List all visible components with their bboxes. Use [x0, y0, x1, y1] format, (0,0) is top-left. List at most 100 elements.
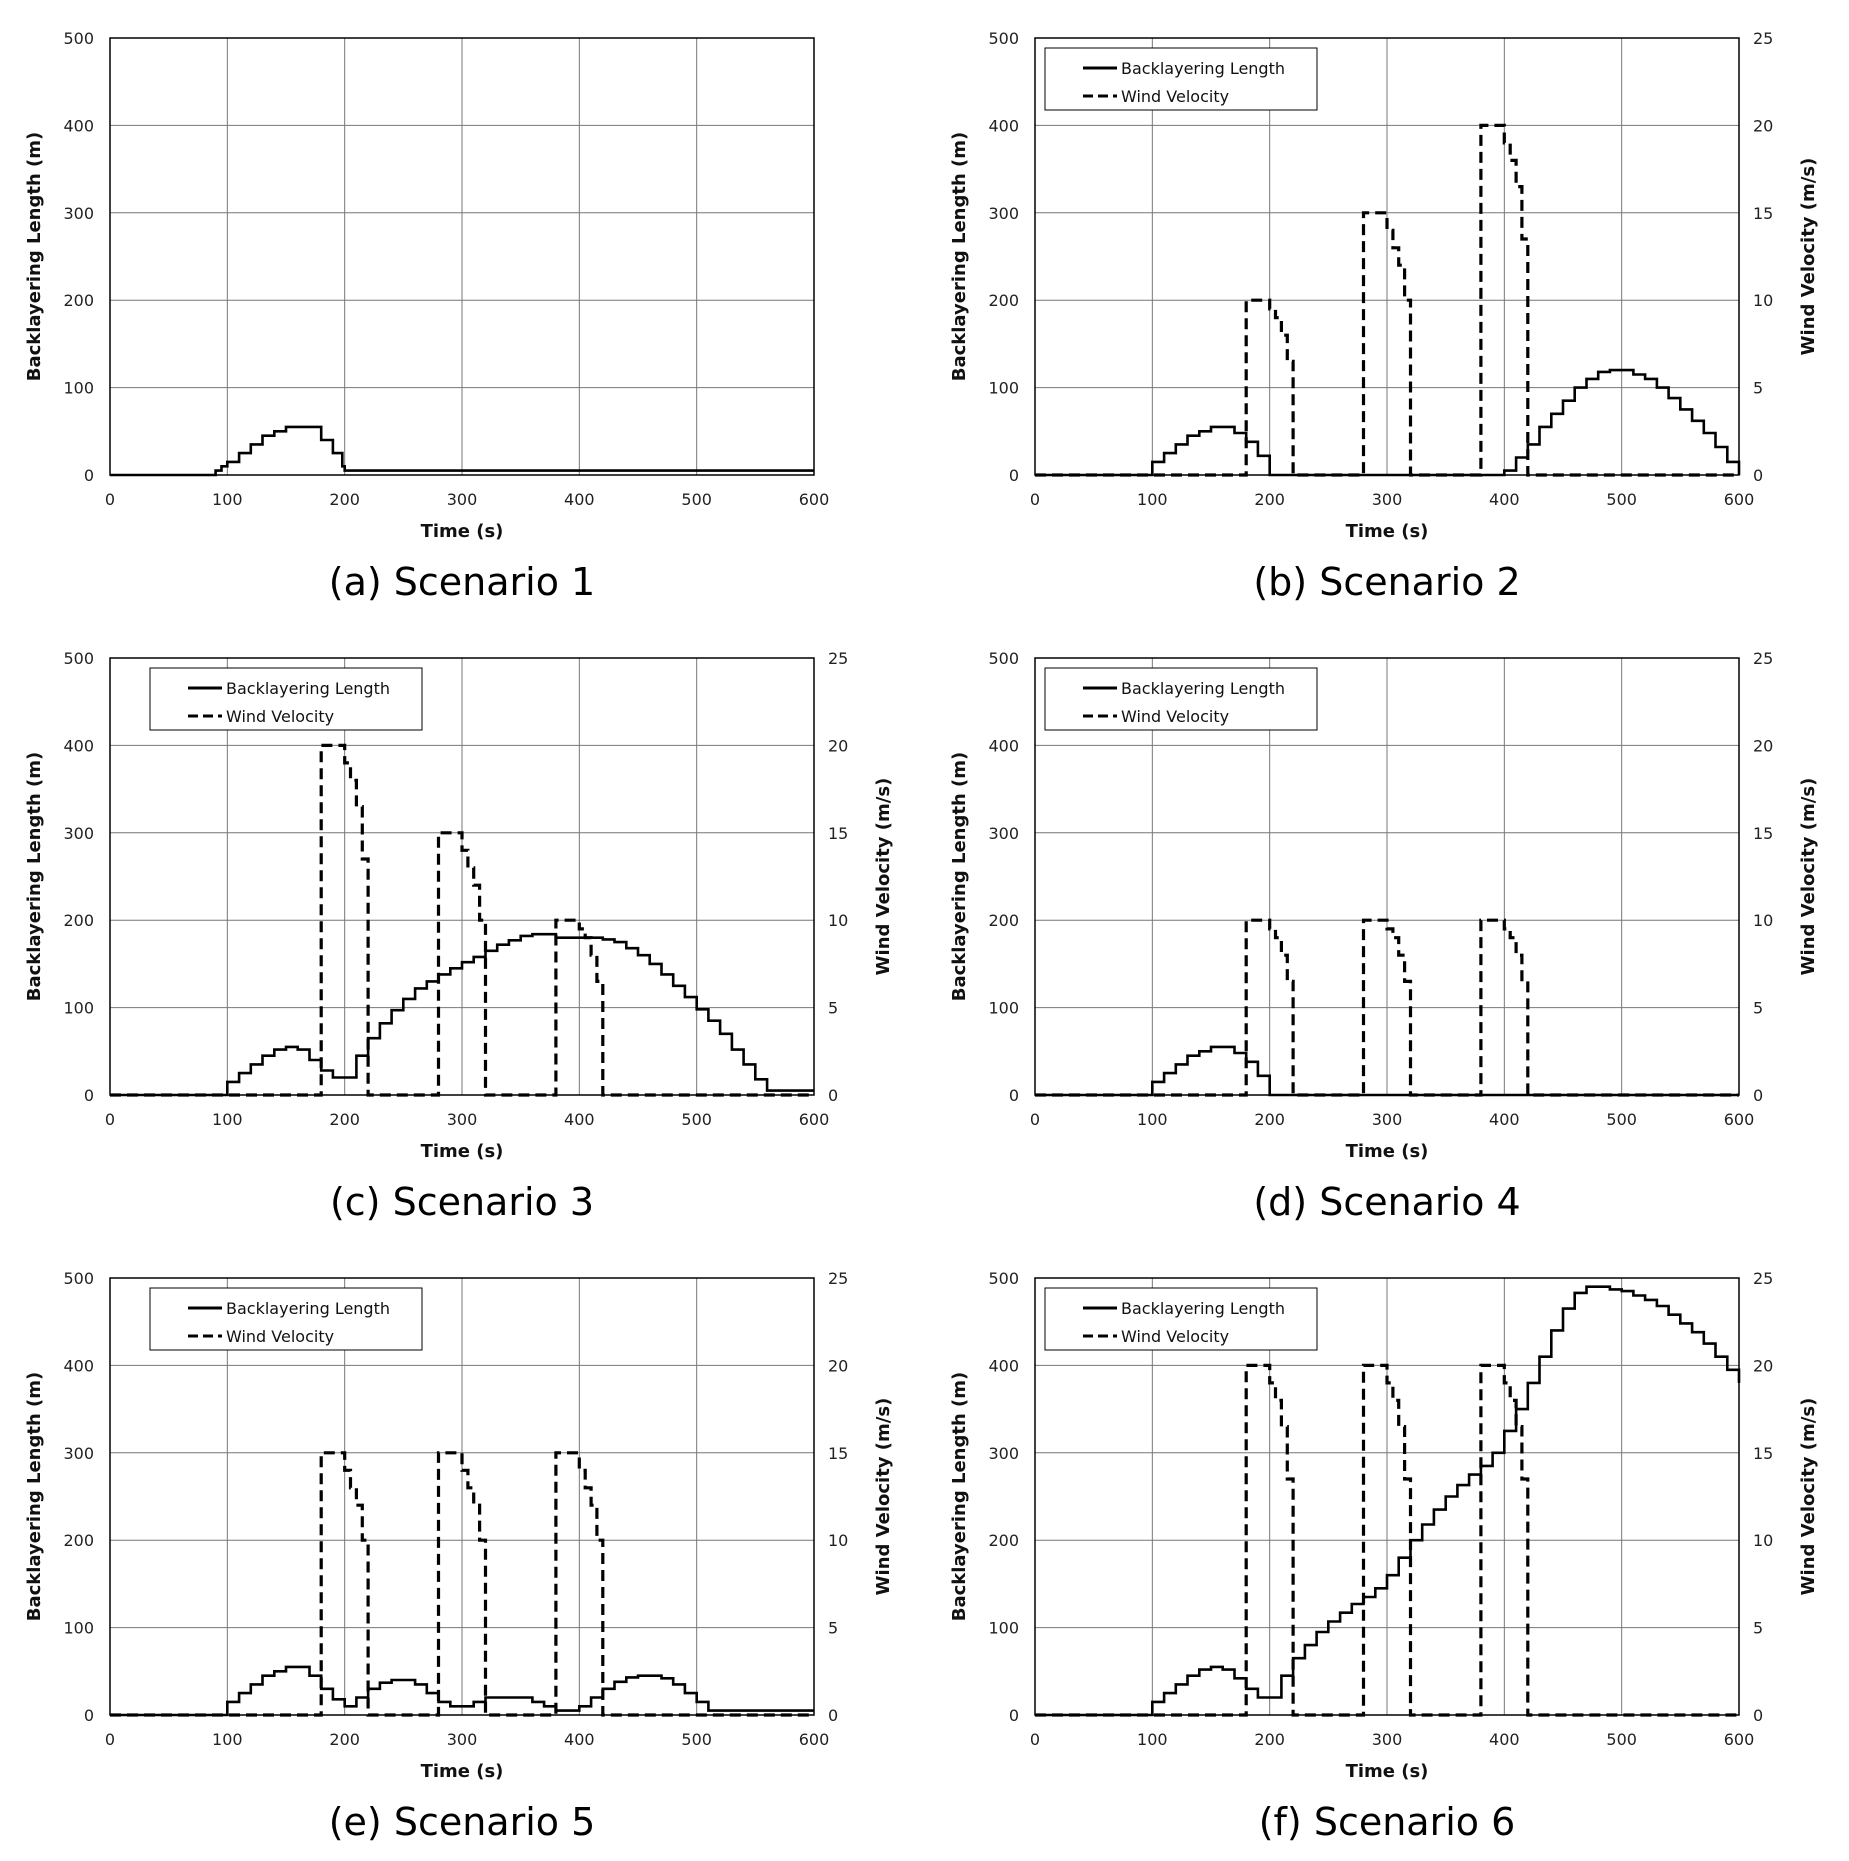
x-tick-label: 300: [447, 1730, 478, 1749]
y2-tick-label: 10: [1753, 291, 1773, 310]
chart-panel-a: 0 100 200 300 400 500 600 0 100 200 300 400 500 Time …: [0, 0, 924, 620]
y2-tick-label: 20: [1753, 1356, 1773, 1375]
chart-caption-a: (a) Scenario 1: [328, 560, 596, 604]
x-tick-label: 500: [1606, 1730, 1637, 1749]
y2-tick-label: 25: [1753, 1269, 1773, 1288]
y-tick-label: 300: [988, 1444, 1019, 1463]
x-tick-label: 0: [1030, 490, 1040, 509]
y2-tick-label: 25: [1753, 649, 1773, 668]
y2-tick-label: 15: [1753, 1444, 1773, 1463]
y-tick-label: 400: [63, 116, 94, 135]
plot-frame-a: [109, 37, 815, 476]
x-tick-label: 0: [1030, 1110, 1040, 1129]
y-tick-label: 300: [63, 204, 94, 223]
legend-box: [149, 1287, 423, 1351]
legend-label: Wind Velocity: [1121, 87, 1229, 106]
x-tick-label: 400: [564, 1110, 595, 1129]
y-tick-label: 100: [63, 379, 94, 398]
y2-tick-label: 5: [1753, 999, 1763, 1018]
x-tick-label: 600: [1724, 1110, 1755, 1129]
y-tick-label: 0: [84, 1706, 94, 1725]
chart-svg-b: 0 100 200 300 400 500 600 0 100 200 300 400 500 0 5 10 1…: [949, 29, 1819, 542]
x-axis-label: Time (s): [421, 1141, 504, 1162]
y-tick-label: 200: [988, 911, 1019, 930]
x-tick-label: 500: [681, 1730, 712, 1749]
x-tick-label: 500: [681, 1110, 712, 1129]
y2-tick-label: 0: [1753, 1086, 1763, 1105]
y-tick-label: 500: [63, 649, 94, 668]
series-line-wind-velocity: [1035, 1363, 1739, 1717]
x-tick-label: 400: [564, 490, 595, 509]
y-tick-label: 100: [988, 1619, 1019, 1638]
series-line-backlayering-length: [1035, 1285, 1741, 1717]
y-tick-label: 400: [988, 1356, 1019, 1375]
x-tick-label: 100: [1137, 490, 1168, 509]
y2-tick-label: 25: [828, 1269, 848, 1288]
y2-axis-label: Wind Velocity (m/s): [1798, 778, 1819, 976]
y-tick-label: 300: [63, 1444, 94, 1463]
series-line-wind-velocity: [1035, 918, 1739, 1097]
y2-axis-label: Wind Velocity (m/s): [1798, 1398, 1819, 1596]
chart-caption-e: (e) Scenario 5: [328, 1800, 596, 1844]
series-line-wind-velocity: [1035, 123, 1739, 477]
x-axis-label: Time (s): [1346, 1761, 1429, 1782]
y2-tick-label: 20: [1753, 736, 1773, 755]
y-tick-label: 0: [1009, 466, 1019, 485]
y2-tick-label: 10: [1753, 911, 1773, 930]
x-tick-label: 100: [1137, 1110, 1168, 1129]
x-tick-label: 600: [799, 1730, 830, 1749]
series-line-backlayering: [110, 425, 814, 477]
series-line-backlayering-length: [1035, 1045, 1739, 1097]
legend-label: Backlayering Length: [1121, 1299, 1285, 1318]
grid-e: [110, 1278, 814, 1715]
x-axis-label: Time (s): [1346, 1141, 1429, 1162]
y2-tick-label: 0: [1753, 466, 1763, 485]
y2-tick-label: 10: [828, 1531, 848, 1550]
x-tick-label: 200: [1254, 490, 1285, 509]
y-axis-label: Backlayering Length (m): [949, 132, 970, 382]
x-tick-label: 500: [1606, 490, 1637, 509]
y-tick-label: 300: [988, 204, 1019, 223]
y2-tick-label: 15: [1753, 204, 1773, 223]
y2-tick-label: 0: [1753, 1706, 1763, 1725]
x-tick-label: 0: [1030, 1730, 1040, 1749]
x-tick-label: 0: [105, 1110, 115, 1129]
legend-label: Wind Velocity: [1121, 1327, 1229, 1346]
x-tick-label: 200: [1254, 1110, 1285, 1129]
x-tick-label: 0: [105, 490, 115, 509]
y2-tick-label: 25: [828, 649, 848, 668]
chart-svg-f: 0 100 200 300 400 500 600 0 100 200 300 400 500 0 5 10 1…: [949, 1269, 1819, 1782]
x-tick-label: 200: [329, 1110, 360, 1129]
x-tick-label: 600: [799, 1110, 830, 1129]
y-tick-label: 400: [988, 116, 1019, 135]
x-tick-label: 400: [1489, 1110, 1520, 1129]
y-tick-label: 500: [988, 649, 1019, 668]
x-tick-label: 0: [105, 1730, 115, 1749]
y-tick-label: 300: [63, 824, 94, 843]
x-tick-label: 200: [1254, 1730, 1285, 1749]
chart-svg-d: 0 100 200 300 400 500 600 0 100 200 300 400 500 0 5 10 1…: [949, 649, 1819, 1162]
y2-tick-label: 5: [1753, 1619, 1763, 1638]
y-tick-label: 200: [988, 1531, 1019, 1550]
y-tick-label: 200: [988, 291, 1019, 310]
y2-tick-label: 10: [1753, 1531, 1773, 1550]
chart-caption-d: (d) Scenario 4: [1253, 1180, 1521, 1224]
legend-box: [1044, 1287, 1318, 1351]
x-tick-label: 400: [564, 1730, 595, 1749]
y2-tick-label: 0: [828, 1086, 838, 1105]
x-tick-label: 100: [1137, 1730, 1168, 1749]
legend-e: Backlayering Length Wind Velocity: [149, 1287, 423, 1351]
y-tick-label: 300: [988, 824, 1019, 843]
y2-tick-label: 20: [828, 736, 848, 755]
y-axis-label: Backlayering Length (m): [949, 1372, 970, 1622]
x-tick-label: 600: [1724, 1730, 1755, 1749]
x-tick-label: 200: [329, 490, 360, 509]
y-tick-label: 400: [63, 736, 94, 755]
chart-panel-c: 0 100 200 300 400 500 600 0 100 200 300 400 500 0 5 10 1…: [0, 620, 924, 1240]
legend-label: Wind Velocity: [1121, 707, 1229, 726]
x-tick-label: 300: [1372, 1730, 1403, 1749]
y2-tick-label: 25: [1753, 29, 1773, 48]
series-line-backlayering-length: [110, 1665, 814, 1717]
y-tick-label: 100: [63, 1619, 94, 1638]
chart-panel-b: 0 100 200 300 400 500 600 0 100 200 300 400 500 0 5 10 1…: [925, 0, 1849, 620]
